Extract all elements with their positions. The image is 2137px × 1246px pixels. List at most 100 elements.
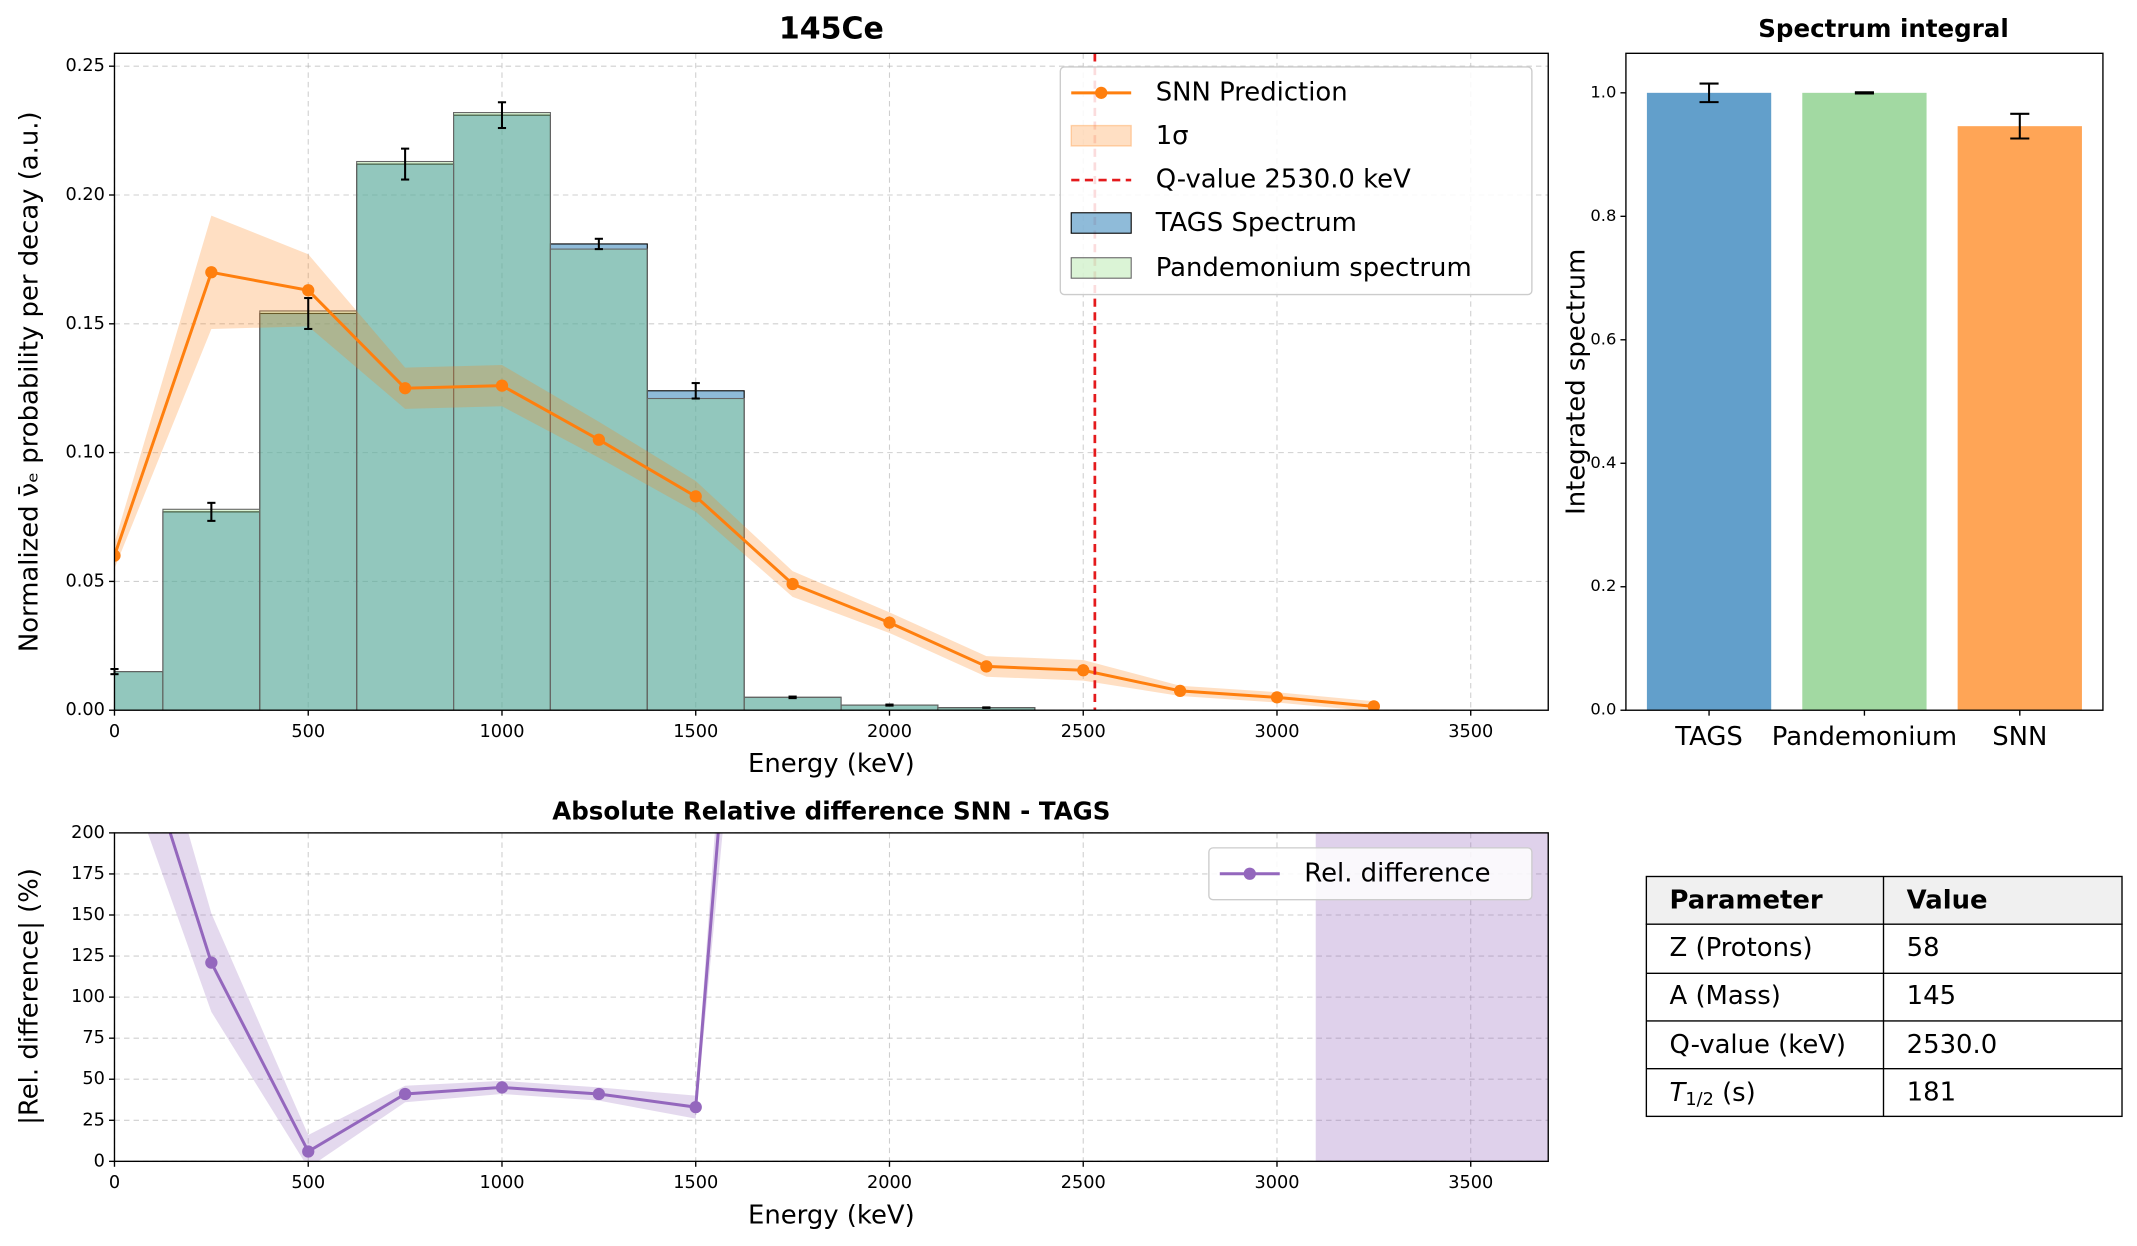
y-tick-label: 0 — [94, 1151, 105, 1171]
y-tick-label: 0.6 — [1590, 329, 1616, 348]
uncertainty-band — [114, 215, 1374, 711]
x-tick-label: 1000 — [479, 722, 524, 742]
x-tick-label: 0 — [109, 722, 120, 742]
table-header: Parameter — [1670, 886, 1823, 916]
x-tick-label: 2500 — [1061, 1173, 1106, 1193]
x-tick-label: SNN — [1992, 722, 2047, 752]
data-point — [786, 577, 799, 591]
legend-label: Pandemonium spectrum — [1156, 253, 1472, 283]
x-tick-label: 1000 — [479, 1173, 524, 1193]
data-point — [398, 382, 412, 395]
y-tick-label: 0.25 — [66, 56, 105, 76]
x-tick-label: TAGS — [1674, 722, 1743, 752]
x-axis-label: Energy (keV) — [748, 1200, 915, 1230]
table-cell: 58 — [1907, 933, 1940, 963]
uncertainty-band — [147, 832, 723, 1162]
y-tick-label: 0.0 — [1590, 700, 1616, 719]
histogram-bar — [453, 114, 551, 711]
x-tick-label: 1500 — [673, 1173, 718, 1193]
y-tick-label: 0.00 — [66, 700, 105, 720]
legend-marker — [1095, 86, 1108, 99]
x-tick-label: 2000 — [867, 722, 912, 742]
x-tick-label: 3500 — [1448, 722, 1493, 742]
legend-patch — [1070, 124, 1132, 147]
x-tick-label: 2500 — [1061, 722, 1106, 742]
data-point — [398, 1087, 412, 1101]
axes-frame — [1625, 52, 2104, 711]
unit: (s) — [1714, 1078, 1756, 1108]
y-tick-label: 150 — [71, 905, 105, 925]
data-point — [980, 660, 993, 673]
parameter-table: Parameter Value Z (Protons) 58 A (Mass) … — [1645, 875, 2123, 1118]
y-axis-label: |Rel. difference| (%) — [14, 868, 44, 1125]
chart-title: 145Ce — [779, 12, 884, 47]
histogram-bar — [162, 511, 261, 711]
histogram-bar — [743, 696, 842, 711]
histogram-bar — [453, 112, 551, 711]
data-point — [114, 549, 121, 562]
data-point — [495, 1081, 509, 1094]
y-axis-label: Integrated spectrum — [1561, 249, 1591, 515]
symbol: T — [1670, 1078, 1688, 1108]
plot-area — [114, 112, 1380, 711]
x-tick-label: 3500 — [1448, 1173, 1493, 1193]
chart-title: Spectrum integral — [1758, 14, 2009, 43]
histogram-bar — [114, 671, 164, 711]
y-tick-label: 125 — [71, 946, 105, 966]
histogram-bar — [356, 160, 455, 711]
data-line — [168, 832, 720, 1154]
data-point — [205, 266, 218, 279]
x-tick-label: 2000 — [867, 1173, 912, 1193]
legend-patch — [1070, 257, 1132, 279]
y-tick-label: 0.8 — [1590, 206, 1616, 225]
x-tick-label: 1500 — [673, 722, 718, 742]
table-header: Value — [1907, 886, 1988, 916]
y-tick-label: 0.05 — [66, 571, 105, 591]
x-tick-label: 500 — [291, 722, 325, 742]
x-tick-label: 3000 — [1254, 1173, 1299, 1193]
legend-label: SNN Prediction — [1156, 77, 1348, 107]
histogram-bar — [356, 163, 455, 711]
legend-label: Rel. difference — [1304, 858, 1490, 888]
y-axis-label: Normalized ν̄ₑ probability per decay (a.… — [14, 111, 44, 652]
y-tick-label: 100 — [71, 987, 105, 1007]
axes-frame — [113, 832, 1549, 1163]
axes-frame — [113, 52, 1549, 711]
y-tick-label: 200 — [71, 823, 105, 843]
y-tick-label: 0.15 — [66, 314, 105, 334]
data-point — [1367, 700, 1380, 711]
x-tick-label: 3000 — [1254, 722, 1299, 742]
histogram-bar — [646, 397, 745, 711]
data-point — [1173, 684, 1187, 698]
y-tick-label: 0.2 — [1590, 576, 1616, 595]
x-tick-label: 0 — [109, 1173, 120, 1193]
histogram-bar — [259, 310, 358, 711]
y-tick-label: 0.20 — [66, 185, 105, 205]
legend-label: Q-value 2530.0 keV — [1156, 165, 1411, 195]
y-tick-label: 25 — [82, 1110, 105, 1130]
data-point — [592, 1087, 605, 1101]
y-tick-label: 50 — [82, 1069, 105, 1089]
data-point — [302, 284, 315, 297]
table-cell: 181 — [1907, 1078, 1956, 1108]
histogram-bar — [162, 508, 261, 711]
legend-patch — [1070, 212, 1132, 234]
legend-marker — [1243, 867, 1256, 880]
data-point — [1077, 664, 1090, 677]
table-cell: 145 — [1907, 981, 1956, 1011]
y-tick-label: 0.4 — [1590, 453, 1616, 472]
y-tick-label: 1.0 — [1590, 82, 1616, 101]
bar — [1957, 126, 2082, 711]
table-cell: T1/2 (s) — [1670, 1078, 1756, 1110]
data-point — [495, 379, 509, 392]
table-cell: Z (Protons) — [1670, 933, 1813, 963]
legend-label: 1σ — [1156, 121, 1189, 151]
x-tick-label: 500 — [291, 1173, 325, 1193]
histogram-bar — [114, 671, 164, 711]
data-point — [302, 1145, 315, 1158]
bar — [1802, 92, 1927, 711]
table-cell: A (Mass) — [1670, 981, 1781, 1011]
legend-label: TAGS Spectrum — [1155, 208, 1357, 238]
histogram-bar — [259, 312, 358, 711]
